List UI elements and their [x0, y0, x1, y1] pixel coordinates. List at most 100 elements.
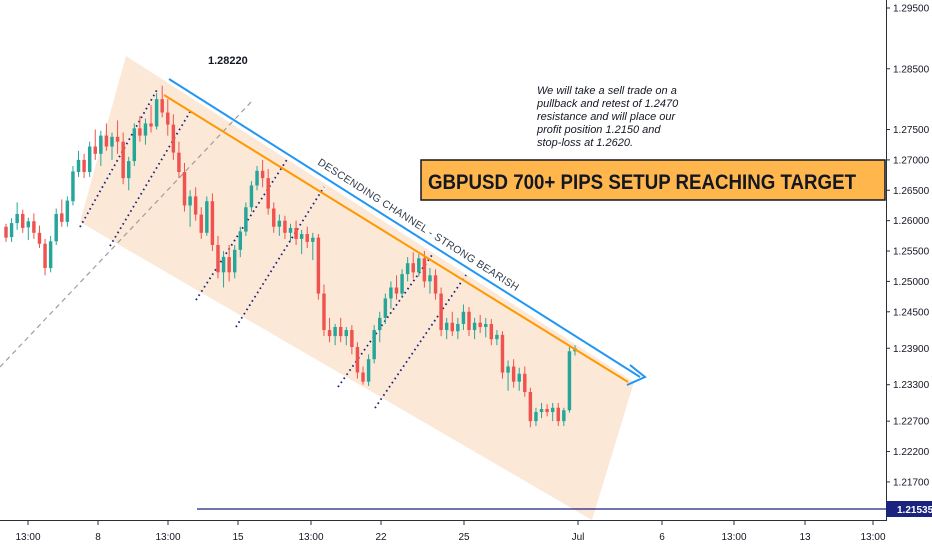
candle-body	[199, 214, 203, 233]
candle-body	[378, 317, 382, 331]
candle	[539, 402, 544, 419]
candle-body	[210, 201, 215, 245]
candle-body	[528, 392, 533, 422]
candle-body	[132, 128, 137, 162]
candle-body	[394, 287, 399, 294]
candle	[244, 202, 248, 236]
x-tick-label: 13:00	[15, 532, 40, 543]
candle-body	[188, 196, 192, 206]
candle	[472, 317, 477, 340]
candle-body	[534, 412, 538, 422]
peak-price-label: 1.28220	[208, 55, 248, 67]
y-tick-label: 1.26000	[893, 216, 930, 227]
candle	[450, 311, 455, 337]
candle-body	[305, 234, 309, 242]
candle	[528, 387, 533, 428]
candle-body	[550, 407, 555, 413]
candle	[567, 347, 572, 413]
candle-body	[115, 136, 120, 142]
x-tick-label: 8	[95, 532, 101, 543]
candle	[322, 284, 326, 337]
candle	[132, 123, 137, 166]
candle-body	[255, 170, 259, 186]
candle	[372, 325, 376, 364]
candle	[171, 114, 176, 160]
candle-body	[478, 322, 482, 327]
candle-body	[355, 347, 360, 373]
y-tick-label: 1.28500	[893, 64, 930, 75]
x-axis-ticks: 13:00 8 13:00 15 13:00 22 25 Jul 6 13:00 13 13:00	[15, 521, 886, 543]
candle	[43, 238, 47, 276]
candle	[138, 116, 142, 142]
candle	[266, 169, 270, 215]
candle	[428, 268, 432, 294]
candle-body	[272, 208, 276, 227]
candle	[467, 306, 471, 337]
y-tick-label: 1.27500	[893, 125, 930, 136]
descending-channel-area	[80, 56, 634, 520]
x-tick-label: 15	[232, 532, 244, 543]
candle-body	[389, 287, 393, 299]
candle	[489, 319, 494, 346]
y-tick-label: 1.25500	[893, 247, 930, 258]
candle	[82, 153, 86, 179]
candle-body	[149, 123, 153, 127]
candle	[366, 354, 371, 386]
candle	[182, 162, 187, 212]
x-tick-label: 13:00	[721, 532, 746, 543]
candle-body	[126, 161, 131, 179]
x-tick-label: Jul	[572, 532, 585, 543]
y-tick-label: 1.22200	[893, 447, 930, 458]
candle-body	[48, 241, 53, 269]
candle-body	[411, 263, 415, 273]
candle-body	[383, 298, 388, 318]
candle	[461, 304, 466, 331]
candle-body	[288, 227, 293, 233]
candle-body	[82, 159, 86, 173]
dashed-trendline	[0, 99, 254, 368]
candle-body	[104, 135, 109, 147]
candle-body	[110, 136, 114, 147]
candle	[383, 293, 388, 324]
y-tick-label: 1.23900	[893, 344, 930, 355]
candle	[439, 287, 443, 337]
candle	[76, 150, 81, 177]
candle	[484, 317, 488, 338]
candle-body	[54, 213, 58, 242]
candle-body	[216, 244, 220, 273]
candle-body	[121, 141, 125, 179]
candle-body	[327, 330, 332, 337]
channel-arrow-head-icon	[626, 364, 647, 386]
candle	[272, 202, 276, 233]
candle	[255, 165, 259, 191]
candle	[166, 99, 170, 136]
candle	[160, 85, 164, 118]
candle	[545, 404, 549, 417]
candle	[232, 244, 237, 279]
x-tick-label: 13:00	[298, 532, 323, 543]
candle	[205, 196, 209, 236]
candle	[444, 317, 449, 340]
candle-body	[456, 323, 460, 332]
candle	[378, 311, 382, 343]
x-tick-label: 13	[799, 532, 811, 543]
current-price-label: 1.21535	[897, 505, 932, 516]
candle-body	[433, 275, 438, 294]
candle-body	[428, 275, 432, 282]
candle	[283, 215, 287, 239]
candle	[400, 269, 404, 297]
candle-body	[472, 322, 477, 331]
y-tick-label: 1.25000	[893, 277, 930, 288]
candle	[65, 196, 70, 227]
candle	[115, 120, 120, 154]
candle-body	[361, 372, 365, 382]
candle-body	[205, 201, 209, 233]
candle	[238, 226, 243, 258]
candle	[316, 234, 321, 300]
candle-body	[244, 207, 248, 232]
candle-body	[154, 99, 159, 127]
candle	[456, 317, 460, 340]
candle	[511, 359, 516, 388]
candle-body	[344, 330, 349, 337]
